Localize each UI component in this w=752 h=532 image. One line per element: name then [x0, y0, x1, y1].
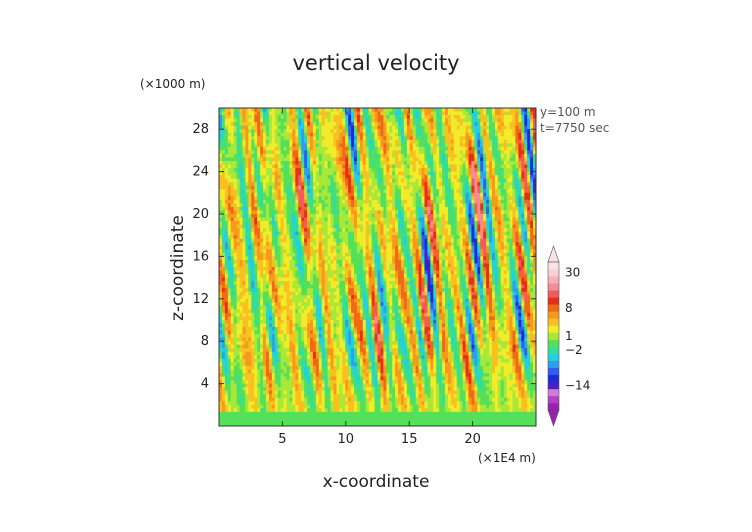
- colorbar-segment: [548, 276, 559, 284]
- colorbar-max-arrow: [547, 245, 560, 263]
- x-axis-label: x-coordinate: [323, 472, 430, 492]
- y-axis-label: z-coordinate: [168, 215, 188, 321]
- chart-title: vertical velocity: [292, 51, 459, 75]
- colorbar-label: −2: [565, 343, 583, 357]
- plot-frame: [218, 107, 537, 427]
- x-tick-label: 15: [401, 432, 418, 447]
- x-axis: 5 10 15 20: [278, 108, 481, 447]
- heatmap-field: [219, 108, 536, 426]
- y-axis: 4 8 12 16 20 24 28: [192, 122, 536, 392]
- x-tick-label: 10: [338, 432, 355, 447]
- colorbar-segment: [548, 318, 559, 326]
- y-tick-label: 20: [192, 207, 209, 222]
- y-tick-label: 16: [192, 249, 209, 264]
- colorbar-label: −14: [565, 378, 590, 392]
- colorbar-segment: [548, 360, 559, 369]
- colorbar-segment: [548, 311, 559, 319]
- colorbar-segment: [548, 290, 559, 298]
- x-tick-label: 5: [278, 432, 286, 447]
- colorbar: 30 8 1−2 −14: [547, 245, 590, 427]
- colorbar-segment: [548, 374, 559, 383]
- colorbar-min-arrow: [547, 409, 560, 427]
- colorbar-segment: [548, 346, 559, 354]
- colorbar-label: 1: [565, 329, 573, 343]
- colorbar-segment: [548, 262, 559, 270]
- annotation-y: y=100 m: [540, 105, 596, 119]
- colorbar-segment: [548, 297, 559, 305]
- colorbar-segment: [548, 381, 559, 390]
- colorbar-segment: [548, 402, 559, 411]
- y-tick-label: 12: [192, 292, 209, 307]
- x-unit-label: (×1E4 m): [478, 451, 536, 465]
- colorbar-segment: [548, 269, 559, 277]
- colorbar-segment: [548, 339, 559, 347]
- annotation-t: t=7750 sec: [540, 121, 609, 135]
- colorbar-segment: [548, 304, 559, 312]
- y-tick-label: 24: [192, 165, 209, 180]
- colorbar-segment: [548, 388, 559, 397]
- colorbar-segment: [548, 332, 559, 340]
- colorbar-label: 8: [565, 301, 573, 315]
- x-tick-label: 20: [464, 432, 481, 447]
- colorbar-segment: [548, 395, 559, 404]
- y-tick-label: 28: [192, 122, 209, 137]
- colorbar-segment: [548, 353, 559, 361]
- y-tick-label: 8: [201, 334, 209, 349]
- colorbar-segment: [548, 367, 559, 376]
- y-unit-label: (×1000 m): [140, 77, 205, 91]
- y-tick-label: 4: [201, 377, 209, 392]
- colorbar-label: 30: [565, 266, 580, 280]
- colorbar-segment: [548, 325, 559, 333]
- colorbar-segment: [548, 283, 559, 291]
- colorbar-frame: [547, 261, 560, 411]
